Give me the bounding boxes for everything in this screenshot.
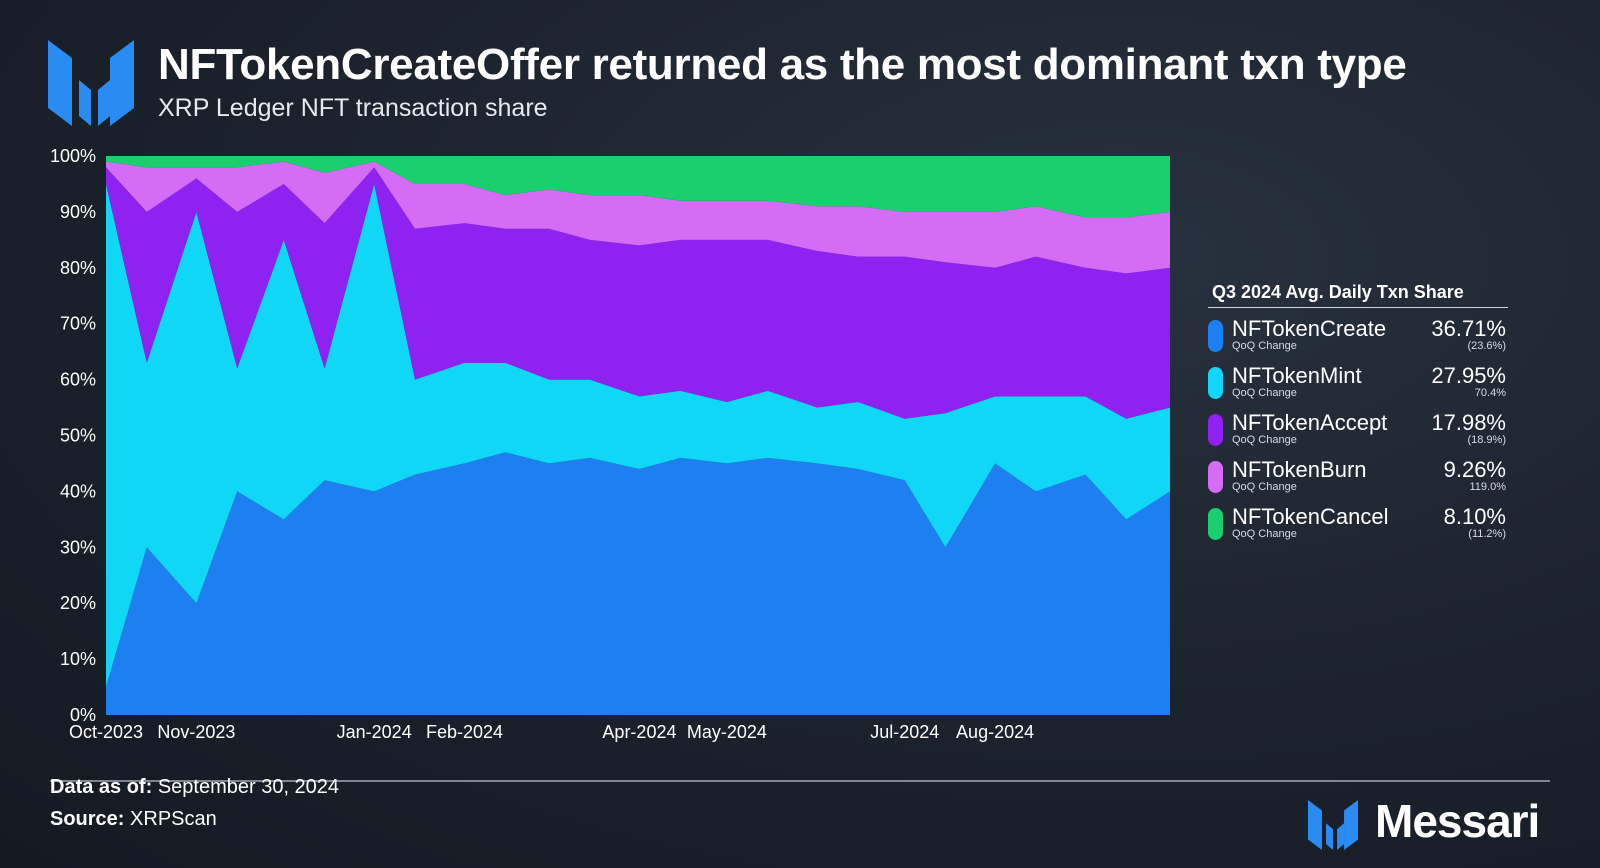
plot-areas (106, 156, 1170, 715)
chart-title: NFTokenCreateOffer returned as the most … (158, 40, 1407, 89)
y-tick-label: 0% (70, 705, 96, 725)
messari-wordmark: Messari (1375, 795, 1540, 847)
y-tick-label: 30% (60, 537, 96, 557)
data-as-of-value: September 30, 2024 (157, 776, 340, 798)
legend-item: NFTokenBurn 9.26% QoQ Change 119.0% (1208, 457, 1508, 504)
x-tick-label: May-2024 (687, 722, 767, 742)
legend-qoq-change: 119.0% (1469, 481, 1507, 493)
area-series-nftokencancel (106, 156, 1170, 218)
footer-source: Source: XRPScan (50, 808, 217, 831)
y-tick-label: 20% (60, 593, 96, 613)
legend-series-value: 17.98% (1431, 410, 1506, 435)
y-tick-label: 40% (60, 481, 96, 501)
legend-item: NFTokenMint 27.95% QoQ Change 70.4% (1208, 363, 1508, 410)
legend-swatch (1208, 320, 1223, 352)
y-tick-label: 50% (60, 426, 96, 446)
legend-title: Q3 2024 Avg. Daily Txn Share (1208, 282, 1508, 308)
legend-series-name: NFTokenAccept (1232, 410, 1388, 435)
legend-swatch (1208, 461, 1223, 493)
legend-qoq-label: QoQ Change (1232, 387, 1297, 399)
legend-series-name: NFTokenMint (1232, 363, 1362, 388)
legend-qoq-label: QoQ Change (1232, 528, 1297, 540)
y-tick-label: 100% (50, 146, 96, 166)
area-series-nftokencreate (106, 452, 1170, 715)
x-axis-ticks: Oct-2023 Nov-2023 Jan-2024 Feb-2024 Apr-2024… (69, 722, 1034, 742)
legend-qoq-change: (23.6%) (1467, 340, 1506, 352)
y-tick-label: 60% (60, 370, 96, 390)
legend-series-value: 36.71% (1431, 316, 1506, 341)
source-label: Source: (50, 808, 125, 830)
legend-swatch (1208, 367, 1223, 399)
legend-series-name: NFTokenCancel (1232, 504, 1389, 529)
x-tick-label: Jul-2024 (870, 722, 939, 742)
legend: Q3 2024 Avg. Daily Txn Share NFTokenCrea… (1208, 282, 1508, 551)
x-tick-label: Apr-2024 (602, 722, 676, 742)
x-tick-label: Oct-2023 (69, 722, 143, 742)
y-axis-ticks: 0% 10% 20% 30% 40% 50% 60% 70% 80% 90% 100% (50, 146, 96, 725)
legend-series-name: NFTokenCreate (1232, 316, 1387, 341)
legend-qoq-label: QoQ Change (1232, 481, 1297, 493)
legend-qoq-change: (11.2%) (1468, 528, 1506, 540)
y-tick-label: 90% (60, 202, 96, 222)
data-as-of-label: Data as of: (50, 776, 153, 798)
x-tick-label: Jan-2024 (337, 722, 412, 742)
chart-subtitle: XRP Ledger NFT transaction share (158, 94, 548, 122)
legend-item: NFTokenAccept 17.98% QoQ Change (18.9%) (1208, 410, 1508, 457)
x-tick-label: Nov-2023 (157, 722, 235, 742)
legend-qoq-label: QoQ Change (1232, 434, 1297, 446)
legend-qoq-label: QoQ Change (1232, 340, 1297, 352)
messari-logo-icon (48, 40, 134, 126)
messari-brand-icon (1308, 800, 1358, 850)
area-series-nftokenburn (106, 161, 1170, 274)
legend-qoq-change: 70.4% (1474, 387, 1506, 399)
x-tick-label: Aug-2024 (956, 722, 1034, 742)
y-tick-label: 80% (60, 258, 96, 278)
area-series-nftokenaccept (106, 167, 1170, 419)
legend-series-name: NFTokenBurn (1232, 457, 1367, 482)
area-series-nftokenmint (106, 184, 1170, 687)
legend-swatch (1208, 414, 1223, 446)
legend-item: NFTokenCreate 36.71% QoQ Change (23.6%) (1208, 316, 1508, 363)
legend-qoq-change: (18.9%) (1467, 434, 1506, 446)
footer-divider (50, 780, 1550, 782)
legend-swatch (1208, 508, 1223, 540)
footer-data-as-of: Data as of: September 30, 2024 (50, 776, 339, 799)
legend-series-value: 8.10% (1443, 504, 1506, 529)
legend-item: NFTokenCancel 8.10% QoQ Change (11.2%) (1208, 504, 1508, 551)
y-tick-label: 10% (60, 649, 96, 669)
legend-series-value: 9.26% (1443, 457, 1506, 482)
x-tick-label: Feb-2024 (426, 722, 503, 742)
source-value: XRPScan (130, 808, 217, 830)
legend-series-value: 27.95% (1431, 363, 1506, 388)
y-tick-label: 70% (60, 314, 96, 334)
